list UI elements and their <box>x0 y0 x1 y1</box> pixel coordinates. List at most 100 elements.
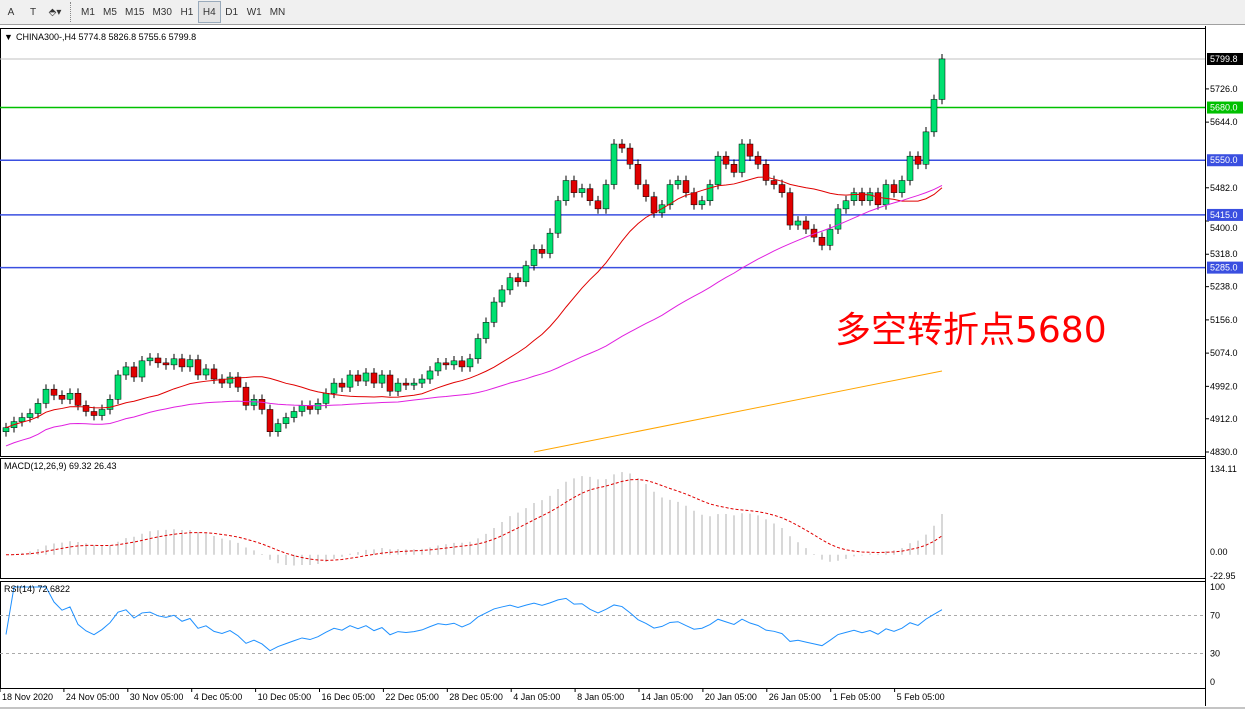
candle <box>538 249 546 254</box>
candle <box>530 249 538 266</box>
arrows-tool-button[interactable]: ⬘▾ <box>48 6 62 18</box>
price-tick-label: 5644.0 <box>1210 117 1238 127</box>
candle <box>898 180 906 193</box>
timeframe-m1-button[interactable]: M1 <box>81 6 95 18</box>
price-tick-label: 5156.0 <box>1210 315 1238 325</box>
text-tool-button[interactable]: A <box>7 6 15 18</box>
time-label: 4 Dec 05:00 <box>194 692 243 702</box>
macd-label: MACD(12,26,9) 69.32 26.43 <box>4 461 117 471</box>
candle <box>442 362 450 366</box>
timeframe-m15-button[interactable]: M15 <box>125 6 145 18</box>
chart-canvas[interactable]: 5726.0 5644.0 5482.0 5400.0 5318.0 5238.0 5156… <box>0 26 1245 711</box>
candle <box>370 372 378 384</box>
candle <box>194 359 202 376</box>
macd-tick-label: 0.00 <box>1210 547 1228 557</box>
candle <box>914 155 922 165</box>
candle <box>162 362 170 366</box>
price-tick-label: 4912.0 <box>1210 414 1238 424</box>
time-label: 16 Dec 05:00 <box>322 692 376 702</box>
level-tag <box>1207 101 1243 114</box>
candle <box>186 359 194 368</box>
candle <box>818 236 826 246</box>
candle <box>98 409 106 416</box>
candle <box>602 184 610 210</box>
candle <box>466 358 474 368</box>
candle <box>778 184 786 193</box>
timeframe-h1-button[interactable]: H1 <box>180 6 194 18</box>
candle <box>314 403 322 410</box>
candle <box>298 405 306 412</box>
candle <box>154 357 162 364</box>
price-tick-label: 5400.0 <box>1210 223 1238 233</box>
text-label-tool-button[interactable]: T <box>29 6 37 18</box>
current-price-tag <box>1207 53 1243 65</box>
candle <box>482 322 490 339</box>
chart-title: CHINA300-,H4 5774.8 5826.8 5755.6 5799.8 <box>16 32 196 42</box>
price-tick-label: 5482.0 <box>1210 183 1238 193</box>
timeframe-m30-button[interactable]: M30 <box>152 6 172 18</box>
timeframe-group: M1 M5 M15 M30 H1 H4 D1 W1 MN <box>77 1 289 23</box>
timeframe-h4-button[interactable]: H4 <box>197 1 221 23</box>
candle <box>202 368 210 376</box>
candle <box>562 180 570 202</box>
candle <box>34 403 42 414</box>
candle <box>730 164 738 173</box>
candle <box>82 405 90 412</box>
timeframe-m5-button[interactable]: M5 <box>103 6 117 18</box>
timeframe-d1-button[interactable]: D1 <box>225 6 239 18</box>
candle <box>938 58 946 100</box>
time-label: 24 Nov 05:00 <box>66 692 120 702</box>
candle <box>474 338 482 360</box>
candle <box>418 378 426 384</box>
price-panel <box>0 28 1206 457</box>
candle <box>490 301 498 323</box>
candle <box>762 164 770 181</box>
candle <box>666 184 674 206</box>
level-label: 5680.0 <box>1210 103 1238 113</box>
candle <box>834 208 842 230</box>
candle <box>610 143 618 185</box>
candle <box>386 374 394 392</box>
candle <box>266 409 274 432</box>
candle <box>178 358 186 368</box>
candle <box>738 143 746 173</box>
candle <box>322 392 330 404</box>
rsi-tick-label: 70 <box>1210 611 1220 621</box>
candle <box>906 155 914 181</box>
toolbar: A T ⬘▾ M1 M5 M15 M30 H1 H4 D1 W1 MN <box>0 0 1245 25</box>
candle <box>642 184 650 197</box>
candle <box>426 370 434 380</box>
macd-tick-label: -22.95 <box>1210 571 1236 581</box>
candle <box>346 374 354 388</box>
candle <box>866 192 874 202</box>
candle <box>746 143 754 157</box>
candle <box>794 220 802 226</box>
timeframe-w1-button[interactable]: W1 <box>246 6 262 18</box>
candle <box>90 411 98 416</box>
time-label: 10 Dec 05:00 <box>258 692 312 702</box>
candle <box>146 357 154 362</box>
candle <box>842 200 850 210</box>
rsi-label: RSI(14) 72.6822 <box>4 584 70 594</box>
rsi-tick-label: 100 <box>1210 582 1225 592</box>
timeframe-mn-button[interactable]: MN <box>269 6 286 18</box>
candle <box>66 392 74 400</box>
candle <box>698 200 706 206</box>
time-label: 8 Jan 05:00 <box>577 692 624 702</box>
candle <box>234 376 242 388</box>
time-label: 1 Feb 05:00 <box>833 692 881 702</box>
candle <box>570 180 578 193</box>
candle <box>674 180 682 185</box>
candle <box>338 382 346 388</box>
candle <box>650 196 658 214</box>
candle <box>74 392 82 406</box>
candle <box>850 192 858 202</box>
macd-panel <box>0 458 1206 579</box>
ma-long-line <box>533 370 943 453</box>
level-label: 5550.0 <box>1210 155 1238 165</box>
rsi-panel <box>0 581 1206 689</box>
candle <box>410 382 418 386</box>
candle <box>450 360 458 366</box>
candle <box>218 378 226 384</box>
macd-signal-line <box>5 478 943 561</box>
